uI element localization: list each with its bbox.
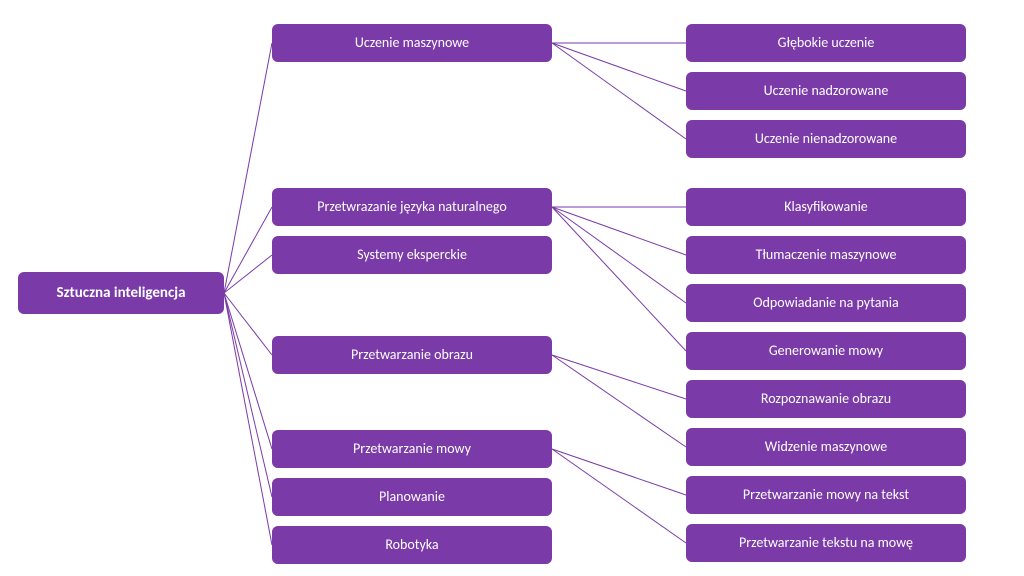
leaf-node-dl: Głębokie uczenie xyxy=(686,24,966,62)
mid-node-robo-label: Robotyka xyxy=(385,537,438,552)
mid-node-exp-label: Systemy eksperckie xyxy=(357,247,467,262)
leaf-node-unsup: Uczenie nienadzorowane xyxy=(686,120,966,158)
leaf-node-stt: Przetwarzanie mowy na tekst xyxy=(686,476,966,514)
leaf-node-sup-label: Uczenie nadzorowane xyxy=(764,83,889,98)
leaf-node-clas-label: Klasyfikowanie xyxy=(784,199,868,214)
mid-node-robo: Robotyka xyxy=(272,526,552,564)
mid-node-nlp-label: Przetwrazanie języka naturalnego xyxy=(317,199,507,214)
leaf-node-stt-label: Przetwarzanie mowy na tekst xyxy=(743,487,909,502)
mid-node-ml-label: Uczenie maszynowe xyxy=(355,35,469,50)
mid-node-spk-label: Przetwarzanie mowy xyxy=(353,441,471,456)
leaf-node-qa: Odpowiadanie na pytania xyxy=(686,284,966,322)
diagram-stage: Sztuczna inteligencja Uczenie maszynowe P… xyxy=(0,0,1024,576)
leaf-node-mt-label: Tłumaczenie maszynowe xyxy=(756,247,897,262)
root-node: Sztuczna inteligencja xyxy=(18,272,224,314)
mid-node-spk: Przetwarzanie mowy xyxy=(272,430,552,468)
leaf-node-dl-label: Głębokie uczenie xyxy=(778,35,875,50)
leaf-node-tts0-label: Generowanie mowy xyxy=(769,343,883,358)
mid-node-nlp: Przetwrazanie języka naturalnego xyxy=(272,188,552,226)
mid-node-plan: Planowanie xyxy=(272,478,552,516)
leaf-node-imrec: Rozpoznawanie obrazu xyxy=(686,380,966,418)
leaf-node-clas: Klasyfikowanie xyxy=(686,188,966,226)
leaf-node-unsup-label: Uczenie nienadzorowane xyxy=(755,131,897,146)
leaf-node-cv: Widzenie maszynowe xyxy=(686,428,966,466)
mid-node-img: Przetwarzanie obrazu xyxy=(272,336,552,374)
mid-node-plan-label: Planowanie xyxy=(379,489,445,504)
mid-node-ml: Uczenie maszynowe xyxy=(272,24,552,62)
leaf-node-mt: Tłumaczenie maszynowe xyxy=(686,236,966,274)
leaf-node-cv-label: Widzenie maszynowe xyxy=(765,439,887,454)
leaf-node-qa-label: Odpowiadanie na pytania xyxy=(753,295,898,310)
leaf-node-tts-label: Przetwarzanie tekstu na mowę xyxy=(739,535,913,550)
leaf-node-tts: Przetwarzanie tekstu na mowę xyxy=(686,524,966,562)
root-label: Sztuczna inteligencja xyxy=(57,285,186,302)
mid-node-img-label: Przetwarzanie obrazu xyxy=(351,347,473,362)
mid-node-exp: Systemy eksperckie xyxy=(272,236,552,274)
leaf-node-imrec-label: Rozpoznawanie obrazu xyxy=(761,391,891,406)
leaf-node-sup: Uczenie nadzorowane xyxy=(686,72,966,110)
leaf-node-tts0: Generowanie mowy xyxy=(686,332,966,370)
